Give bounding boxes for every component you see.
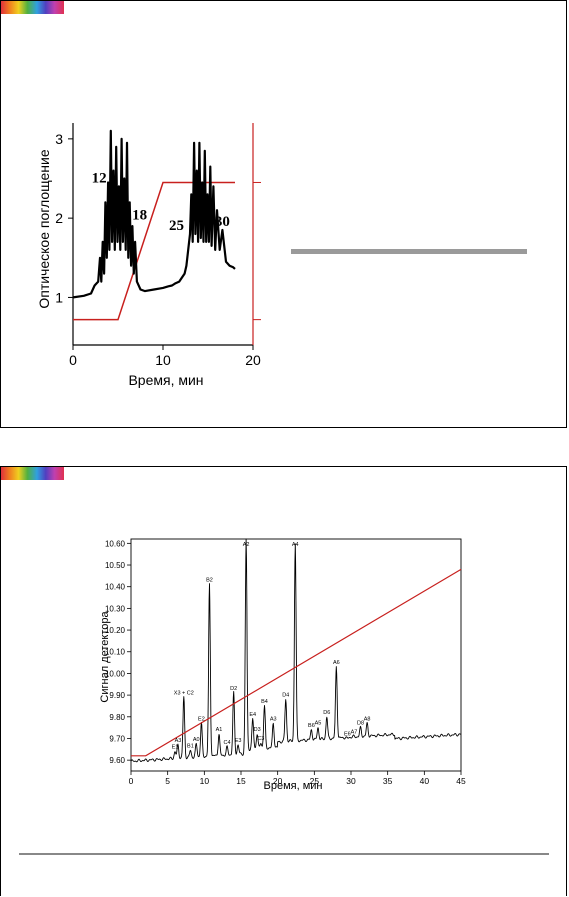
chart-2-peak-label: E1 <box>172 744 179 750</box>
chart-2-x-tick-label: 0 <box>129 776 134 786</box>
chart-2-peak-label: A3 <box>270 716 277 722</box>
chart-2-detector-trace <box>130 538 462 763</box>
chart-2-axes: 0 5 10 15 20 25 30 35 40 45 9.60 9.70 9.80 9.90 10.00 1… <box>105 538 466 786</box>
bottom-rule <box>19 853 549 855</box>
chart-1-y-tick-label: 3 <box>55 131 63 147</box>
chart-2-peak-label: D3 <box>254 727 261 733</box>
chart-2-y-tick-label: 10.60 <box>105 539 126 548</box>
chart-2-x-tick-label: 45 <box>456 776 466 786</box>
chart-2-peak-label: A8 <box>364 716 371 722</box>
chart-2-peak-label: A4 <box>292 542 299 548</box>
chart-2-x-tick-label: 5 <box>165 776 170 786</box>
chart-2-peak-label: D2 <box>230 686 237 692</box>
chart-2-y-tick-label: 10.40 <box>105 583 126 592</box>
chart-2-y-tick-label: 9.80 <box>109 713 125 722</box>
chart-2-peak-label: B1 <box>187 743 194 749</box>
chart-2-peak-label: D4 <box>282 692 289 698</box>
chart-2-peak-label: A1 <box>216 727 223 733</box>
chart-2-peak-label: C3 <box>257 736 264 742</box>
chart-2-peak-label: A5 <box>315 721 322 727</box>
chart-2-peak-label: D8 <box>357 721 364 727</box>
chart-1-annotations: 12 18 25 30 <box>92 170 230 234</box>
chart-2-x-tick-label: 10 <box>200 776 210 786</box>
chart-2-y-tick-label: 9.90 <box>109 691 125 700</box>
chart-1-x-tick-label: 20 <box>245 352 261 368</box>
chart-2-peak-label: A2 <box>243 542 250 548</box>
chart-2-y-tick-label: 10.10 <box>105 648 126 657</box>
chart-2: 0 5 10 15 20 25 30 35 40 45 9.60 9.70 9.80 9.90 10.00 1… <box>99 538 466 792</box>
chart-2-frame <box>130 538 462 772</box>
chart-2-x-axis-label: Время, мин <box>264 780 323 792</box>
chart-2-x-tick-label: 30 <box>346 776 356 786</box>
chart-2-y-tick-label: 9.70 <box>109 734 125 743</box>
chart-2-peak-label: A6 <box>333 660 340 666</box>
chart-2-peak-label: B4 <box>261 699 268 705</box>
chart-2-peak-label: A0 <box>193 737 200 743</box>
chart-2-y-tick-label: 10.30 <box>105 604 126 613</box>
chart-2-y-tick-label: 10.50 <box>105 561 126 570</box>
chart-2-peak-label: X3 + C2 <box>174 690 194 696</box>
chart-2-peak-label: E4 <box>249 712 256 718</box>
chart-2-peak-label: D6 <box>323 710 330 716</box>
chart-2-x-tick-label: 40 <box>420 776 430 786</box>
chart-1-peak-annotation: 12 <box>92 170 107 186</box>
slide-2: 0 5 10 15 20 25 30 35 40 45 9.60 9.70 9.80 9.90 10.00 1… <box>0 466 567 896</box>
chart-2-x-tick-label: 25 <box>310 776 320 786</box>
chart-2-x-tick-label: 35 <box>383 776 393 786</box>
chart-2-y-tick-label: 9.60 <box>109 756 125 765</box>
chart-2-peak-label: A7 <box>351 729 358 735</box>
chart-2-peak-label: B2 <box>206 578 213 584</box>
chart-2-y-axis-label: Сигнал детектора <box>99 611 111 703</box>
chart-1-peak-annotation: 25 <box>169 218 184 234</box>
chart-1-gray-bar <box>291 249 527 254</box>
chart-2-peak-label: E6 <box>344 731 351 737</box>
chart-2-y-tick-label: 10.20 <box>105 626 126 635</box>
chart-1-y-tick-label: 2 <box>55 210 63 226</box>
chart-1-absorbance-trace <box>72 129 236 299</box>
rainbow-bar-icon <box>1 1 64 14</box>
rainbow-bar-icon <box>1 467 64 480</box>
chart-2-peak-label: B6 <box>308 723 315 729</box>
chart-1-peak-annotation: 18 <box>132 208 147 224</box>
slide-1: 0 10 20 1 2 3 12 18 25 30 Время, мин Оптическое … <box>0 0 567 428</box>
chart-2-gradient-line <box>131 568 462 757</box>
chart-1-x-tick-label: 0 <box>69 352 77 368</box>
chart-1-y-tick-label: 1 <box>55 289 63 305</box>
chart-2-x-tick-label: 15 <box>236 776 246 786</box>
chart-2-peak-label: C4 <box>224 740 231 746</box>
chart-1-x-axis-label: Время, мин <box>128 372 203 388</box>
chart-2-y-tick-label: 10.00 <box>105 669 126 678</box>
chart-2-x-tick-label: 20 <box>273 776 283 786</box>
chart-1-peak-annotation: 30 <box>215 214 230 230</box>
chart-1-x-tick-label: 10 <box>155 352 171 368</box>
chart-2-peak-label: E3 <box>235 738 242 744</box>
chart-2-peak-label: E2 <box>198 716 205 722</box>
chart-1-y-axis-label: Оптическое поглощение <box>36 149 52 309</box>
chart-2-peak-label: A3 <box>175 738 182 744</box>
